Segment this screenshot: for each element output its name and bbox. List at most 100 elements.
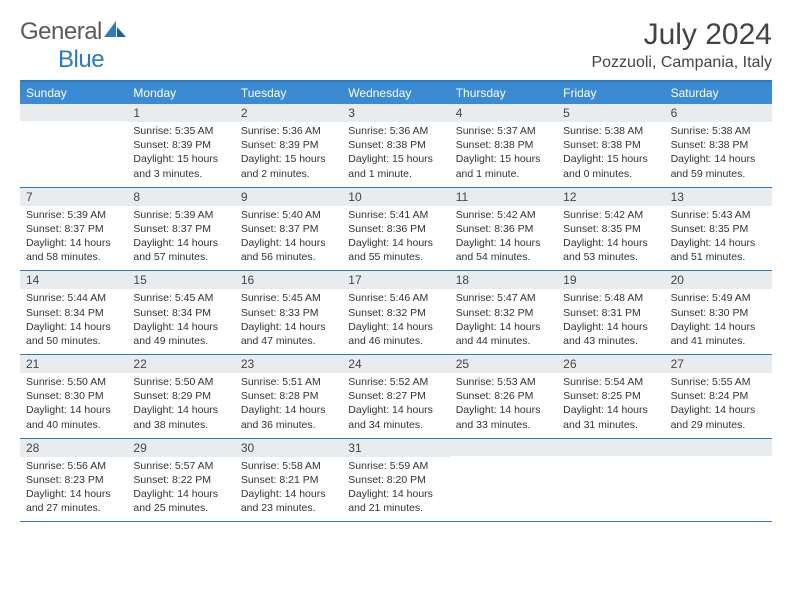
sunset-line: Sunset: 8:24 PM bbox=[671, 389, 766, 403]
day-cell: 20Sunrise: 5:49 AMSunset: 8:30 PMDayligh… bbox=[665, 271, 772, 354]
weekday-friday: Friday bbox=[557, 82, 664, 104]
day-cell: 25Sunrise: 5:53 AMSunset: 8:26 PMDayligh… bbox=[450, 355, 557, 438]
week-row: 14Sunrise: 5:44 AMSunset: 8:34 PMDayligh… bbox=[20, 271, 772, 355]
day-body: Sunrise: 5:39 AMSunset: 8:37 PMDaylight:… bbox=[127, 206, 234, 271]
sunrise-line: Sunrise: 5:59 AM bbox=[348, 459, 443, 473]
sunrise-line: Sunrise: 5:45 AM bbox=[241, 291, 336, 305]
day-number: 26 bbox=[557, 355, 664, 373]
day-body: Sunrise: 5:59 AMSunset: 8:20 PMDaylight:… bbox=[342, 457, 449, 522]
day-cell: 16Sunrise: 5:45 AMSunset: 8:33 PMDayligh… bbox=[235, 271, 342, 354]
day-body: Sunrise: 5:46 AMSunset: 8:32 PMDaylight:… bbox=[342, 289, 449, 354]
sunset-line: Sunset: 8:20 PM bbox=[348, 473, 443, 487]
day-cell: 27Sunrise: 5:55 AMSunset: 8:24 PMDayligh… bbox=[665, 355, 772, 438]
sunset-line: Sunset: 8:32 PM bbox=[348, 306, 443, 320]
day-body: Sunrise: 5:58 AMSunset: 8:21 PMDaylight:… bbox=[235, 457, 342, 522]
day-number: 11 bbox=[450, 188, 557, 206]
sunset-line: Sunset: 8:38 PM bbox=[456, 138, 551, 152]
weekday-header-row: Sunday Monday Tuesday Wednesday Thursday… bbox=[20, 82, 772, 104]
weekday-wednesday: Wednesday bbox=[342, 82, 449, 104]
weekday-sunday: Sunday bbox=[20, 82, 127, 104]
sunrise-line: Sunrise: 5:56 AM bbox=[26, 459, 121, 473]
day-cell: 21Sunrise: 5:50 AMSunset: 8:30 PMDayligh… bbox=[20, 355, 127, 438]
sunset-line: Sunset: 8:38 PM bbox=[348, 138, 443, 152]
daylight-line: Daylight: 14 hours and 31 minutes. bbox=[563, 403, 658, 431]
day-body: Sunrise: 5:48 AMSunset: 8:31 PMDaylight:… bbox=[557, 289, 664, 354]
day-cell: 17Sunrise: 5:46 AMSunset: 8:32 PMDayligh… bbox=[342, 271, 449, 354]
logo-text-blue: Blue bbox=[58, 46, 104, 73]
weekday-saturday: Saturday bbox=[665, 82, 772, 104]
day-number: 22 bbox=[127, 355, 234, 373]
sunrise-line: Sunrise: 5:45 AM bbox=[133, 291, 228, 305]
daylight-line: Daylight: 14 hours and 41 minutes. bbox=[671, 320, 766, 348]
day-body: Sunrise: 5:50 AMSunset: 8:29 PMDaylight:… bbox=[127, 373, 234, 438]
day-number: 18 bbox=[450, 271, 557, 289]
day-cell: 5Sunrise: 5:38 AMSunset: 8:38 PMDaylight… bbox=[557, 104, 664, 187]
day-cell: 30Sunrise: 5:58 AMSunset: 8:21 PMDayligh… bbox=[235, 439, 342, 522]
daylight-line: Daylight: 14 hours and 34 minutes. bbox=[348, 403, 443, 431]
day-cell: 31Sunrise: 5:59 AMSunset: 8:20 PMDayligh… bbox=[342, 439, 449, 522]
sunrise-line: Sunrise: 5:47 AM bbox=[456, 291, 551, 305]
day-cell: 24Sunrise: 5:52 AMSunset: 8:27 PMDayligh… bbox=[342, 355, 449, 438]
daylight-line: Daylight: 14 hours and 58 minutes. bbox=[26, 236, 121, 264]
day-body: Sunrise: 5:39 AMSunset: 8:37 PMDaylight:… bbox=[20, 206, 127, 271]
day-cell: 22Sunrise: 5:50 AMSunset: 8:29 PMDayligh… bbox=[127, 355, 234, 438]
sunrise-line: Sunrise: 5:52 AM bbox=[348, 375, 443, 389]
day-body: Sunrise: 5:47 AMSunset: 8:32 PMDaylight:… bbox=[450, 289, 557, 354]
day-number: 20 bbox=[665, 271, 772, 289]
day-number: 19 bbox=[557, 271, 664, 289]
day-number: 13 bbox=[665, 188, 772, 206]
daylight-line: Daylight: 15 hours and 1 minute. bbox=[348, 152, 443, 180]
weekday-tuesday: Tuesday bbox=[235, 82, 342, 104]
day-number: 27 bbox=[665, 355, 772, 373]
day-number: 23 bbox=[235, 355, 342, 373]
sunrise-line: Sunrise: 5:42 AM bbox=[456, 208, 551, 222]
daylight-line: Daylight: 14 hours and 50 minutes. bbox=[26, 320, 121, 348]
day-body: Sunrise: 5:35 AMSunset: 8:39 PMDaylight:… bbox=[127, 122, 234, 187]
daylight-line: Daylight: 14 hours and 25 minutes. bbox=[133, 487, 228, 515]
sunrise-line: Sunrise: 5:38 AM bbox=[563, 124, 658, 138]
sunset-line: Sunset: 8:29 PM bbox=[133, 389, 228, 403]
day-number: 4 bbox=[450, 104, 557, 122]
daylight-line: Daylight: 15 hours and 2 minutes. bbox=[241, 152, 336, 180]
sunset-line: Sunset: 8:39 PM bbox=[241, 138, 336, 152]
sunset-line: Sunset: 8:28 PM bbox=[241, 389, 336, 403]
sunrise-line: Sunrise: 5:39 AM bbox=[26, 208, 121, 222]
logo-text: GeneralBlue bbox=[20, 18, 128, 74]
daylight-line: Daylight: 15 hours and 3 minutes. bbox=[133, 152, 228, 180]
day-cell: 8Sunrise: 5:39 AMSunset: 8:37 PMDaylight… bbox=[127, 188, 234, 271]
logo: GeneralBlue bbox=[20, 18, 128, 74]
daylight-line: Daylight: 14 hours and 23 minutes. bbox=[241, 487, 336, 515]
day-number: 1 bbox=[127, 104, 234, 122]
sunset-line: Sunset: 8:34 PM bbox=[133, 306, 228, 320]
day-cell: 29Sunrise: 5:57 AMSunset: 8:22 PMDayligh… bbox=[127, 439, 234, 522]
day-number bbox=[665, 439, 772, 456]
sunset-line: Sunset: 8:31 PM bbox=[563, 306, 658, 320]
week-row: 28Sunrise: 5:56 AMSunset: 8:23 PMDayligh… bbox=[20, 439, 772, 523]
day-cell: 1Sunrise: 5:35 AMSunset: 8:39 PMDaylight… bbox=[127, 104, 234, 187]
day-cell bbox=[450, 439, 557, 522]
day-number: 5 bbox=[557, 104, 664, 122]
daylight-line: Daylight: 14 hours and 59 minutes. bbox=[671, 152, 766, 180]
day-number: 14 bbox=[20, 271, 127, 289]
sunset-line: Sunset: 8:37 PM bbox=[241, 222, 336, 236]
day-body bbox=[450, 456, 557, 516]
day-body: Sunrise: 5:45 AMSunset: 8:33 PMDaylight:… bbox=[235, 289, 342, 354]
day-number: 6 bbox=[665, 104, 772, 122]
day-body bbox=[665, 456, 772, 516]
day-number: 16 bbox=[235, 271, 342, 289]
sunset-line: Sunset: 8:35 PM bbox=[671, 222, 766, 236]
sunset-line: Sunset: 8:21 PM bbox=[241, 473, 336, 487]
sunrise-line: Sunrise: 5:57 AM bbox=[133, 459, 228, 473]
sunrise-line: Sunrise: 5:40 AM bbox=[241, 208, 336, 222]
sunset-line: Sunset: 8:30 PM bbox=[671, 306, 766, 320]
day-body: Sunrise: 5:36 AMSunset: 8:39 PMDaylight:… bbox=[235, 122, 342, 187]
day-number bbox=[20, 104, 127, 121]
day-cell: 18Sunrise: 5:47 AMSunset: 8:32 PMDayligh… bbox=[450, 271, 557, 354]
day-body: Sunrise: 5:57 AMSunset: 8:22 PMDaylight:… bbox=[127, 457, 234, 522]
sunrise-line: Sunrise: 5:53 AM bbox=[456, 375, 551, 389]
day-number bbox=[557, 439, 664, 456]
day-cell: 4Sunrise: 5:37 AMSunset: 8:38 PMDaylight… bbox=[450, 104, 557, 187]
sunrise-line: Sunrise: 5:43 AM bbox=[671, 208, 766, 222]
weeks-container: 1Sunrise: 5:35 AMSunset: 8:39 PMDaylight… bbox=[20, 104, 772, 522]
sunrise-line: Sunrise: 5:36 AM bbox=[348, 124, 443, 138]
